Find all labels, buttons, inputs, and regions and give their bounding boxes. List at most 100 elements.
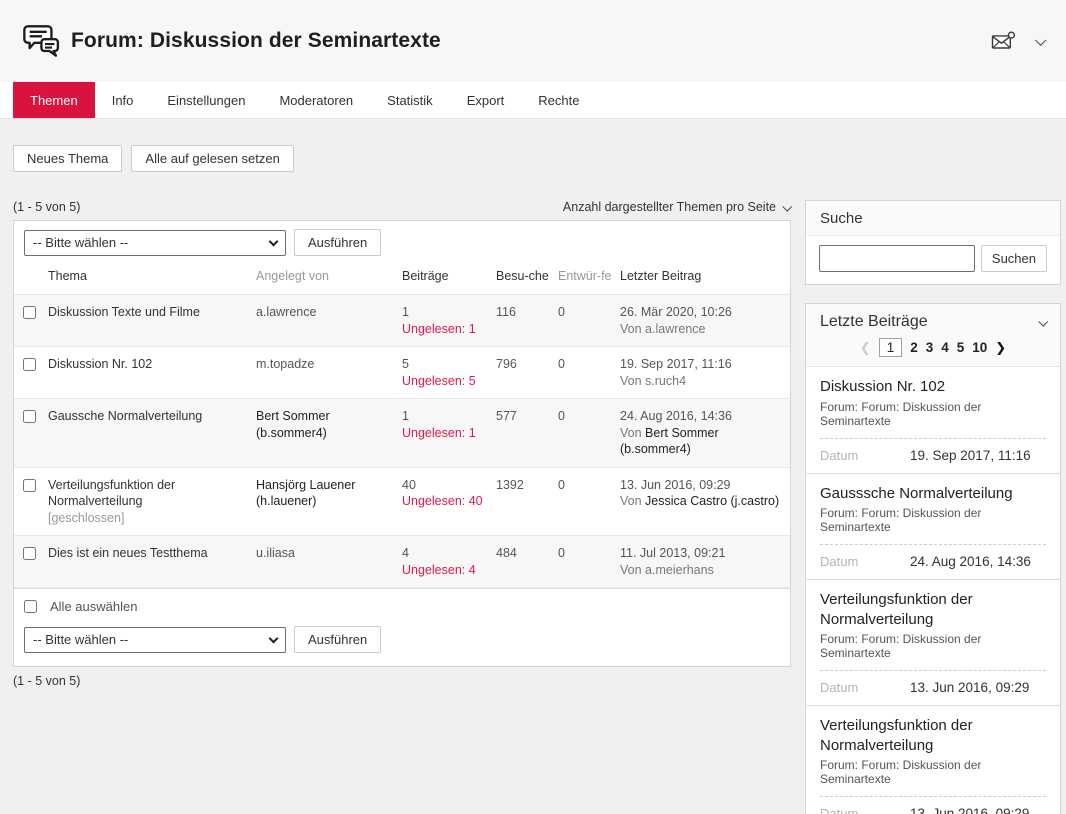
pagination-page-4[interactable]: 4: [941, 340, 949, 355]
table-row: Dies ist ein neues Testthema u.iliasa 4 …: [14, 535, 790, 588]
recent-post-date: 24. Aug 2016, 14:36: [910, 554, 1031, 569]
pagination-page-2[interactable]: 2: [910, 340, 918, 355]
column-header-beitraege[interactable]: Beiträge: [402, 269, 449, 283]
topic-row-checkbox[interactable]: [23, 478, 36, 492]
recent-post-title-link[interactable]: Gausssche Normalverteilung: [820, 484, 1013, 502]
last-post-by-name[interactable]: Jessica Castro (j.castro): [645, 494, 780, 509]
topic-author-link[interactable]: Hansjörg Lauener (h.lauener): [256, 477, 356, 509]
topic-unread-count: Ungelesen: 40: [402, 494, 483, 509]
tab-themen[interactable]: Themen: [13, 82, 95, 118]
topic-title-link[interactable]: Verteilungsfunktion der Normalverteilung: [48, 477, 176, 509]
topic-drafts: 0: [558, 546, 565, 561]
new-topic-button[interactable]: Neues Thema: [13, 145, 123, 172]
collapse-chevron-down-icon[interactable]: [1038, 316, 1049, 327]
topic-posts-count: 5: [402, 357, 409, 372]
tab-einstellungen[interactable]: Einstellungen: [167, 92, 246, 108]
topic-posts-count: 4: [402, 546, 409, 561]
tab-rechte[interactable]: Rechte: [538, 92, 580, 108]
table-row: Verteilungsfunktion der Normalverteilung…: [14, 467, 790, 536]
last-post-by-name: a.meierhans: [645, 562, 714, 577]
recent-post-title-link[interactable]: Verteilungsfunktion der Normalverteilung: [820, 591, 973, 628]
topic-visits: 484: [496, 546, 517, 561]
recent-posts-pagination: ❮ 1 2 3 4 5 10 ❯: [806, 333, 1060, 367]
topic-row-checkbox[interactable]: [23, 410, 36, 424]
topic-title-link[interactable]: Diskussion Texte und Filme: [48, 305, 200, 320]
search-panel: Suche Suchen: [805, 200, 1061, 285]
column-header-besuche[interactable]: Besu-che: [496, 269, 549, 283]
mark-all-read-button[interactable]: Alle auf gelesen setzen: [131, 145, 294, 172]
tab-moderatoren[interactable]: Moderatoren: [279, 92, 354, 108]
recent-post-forum: Forum: Forum: Diskussion der Seminartext…: [820, 632, 982, 660]
topics-panel: -- Bitte wählen -- Ausführen Them: [13, 220, 791, 668]
topic-unread-count: Ungelesen: 4: [402, 562, 476, 577]
search-button[interactable]: Suchen: [980, 245, 1047, 272]
forum-comments-icon: [23, 25, 60, 57]
recent-posts-panel: Letzte Beiträge ❮ 1 2 3 4 5 10 ❯ Diskuss…: [805, 303, 1061, 814]
last-post-by-prefix: Von: [620, 494, 642, 509]
topic-author: a.lawrence: [256, 305, 317, 320]
last-post-date: 19. Sep 2017, 11:16: [620, 357, 732, 372]
select-all-label: Alle auswählen: [50, 599, 138, 615]
column-header-thema[interactable]: Thema: [48, 269, 87, 283]
topics-table: Thema Angelegt von Beiträge Besu-che Ent…: [14, 264, 790, 588]
topic-title-link[interactable]: Diskussion Nr. 102: [48, 357, 153, 372]
recent-post-item: Diskussion Nr. 102 Forum: Forum: Diskuss…: [806, 367, 1060, 473]
bulk-action-select-top[interactable]: -- Bitte wählen --: [24, 229, 286, 256]
last-post-by-name: a.lawrence: [645, 321, 706, 336]
topic-visits: 577: [496, 409, 517, 424]
recent-post-item: Verteilungsfunktion der Normalverteilung…: [806, 579, 1060, 705]
topic-title-link[interactable]: Gaussche Normalverteilung: [48, 409, 203, 424]
tab-bar: Themen Info Einstellungen Moderatoren St…: [0, 82, 1066, 119]
table-row: Diskussion Nr. 102 m.topadze 5 Ungelesen…: [14, 347, 790, 399]
page-title: Forum: Diskussion der Seminartexte: [71, 29, 441, 52]
topic-title-link[interactable]: Dies ist ein neues Testthema: [48, 546, 208, 561]
recent-post-date: 19. Sep 2017, 11:16: [910, 447, 1031, 463]
topic-row-checkbox[interactable]: [23, 306, 36, 320]
tab-statistik[interactable]: Statistik: [387, 92, 433, 108]
bulk-action-select-wrap: -- Bitte wählen --: [24, 229, 286, 256]
pagination-page-1[interactable]: 1: [878, 338, 903, 357]
topic-row-checkbox[interactable]: [23, 547, 36, 561]
column-header-letzter-beitrag[interactable]: Letzter Beitrag: [620, 269, 702, 283]
topics-count-top: (1 - 5 von 5): [13, 200, 81, 214]
last-post-date: 26. Mär 2020, 10:26: [620, 305, 732, 320]
date-label: Datum: [820, 806, 859, 814]
last-post-by-prefix: Von: [620, 425, 642, 440]
last-post-by-name: s.ruch4: [645, 373, 687, 388]
execute-button-top[interactable]: Ausführen: [294, 229, 382, 256]
tab-export[interactable]: Export: [466, 92, 505, 108]
bulk-action-select-bottom[interactable]: -- Bitte wählen --: [24, 626, 286, 653]
topic-posts-count: 1: [402, 305, 409, 320]
topic-author: m.topadze: [256, 357, 315, 372]
content-area: Neues Thema Alle auf gelesen setzen (1 -…: [0, 119, 1066, 814]
pagination-page-5[interactable]: 5: [956, 340, 965, 355]
select-all-checkbox[interactable]: [24, 600, 37, 614]
topics-count-bottom: (1 - 5 von 5): [13, 674, 81, 689]
pagination-page-3[interactable]: 3: [925, 340, 934, 355]
last-post-by-name[interactable]: Bert Sommer (b.sommer4): [620, 425, 719, 457]
recent-post-title-link[interactable]: Diskussion Nr. 102: [820, 378, 946, 395]
header-chevron-down-icon[interactable]: [1035, 34, 1047, 46]
recent-post-title-link[interactable]: Verteilungsfunktion der Normalverteilung: [820, 717, 973, 754]
topic-row-checkbox[interactable]: [23, 358, 36, 372]
topic-posts-count: 1: [402, 409, 409, 424]
pagination-page-10[interactable]: 10: [972, 340, 988, 355]
execute-button-bottom[interactable]: Ausführen: [294, 626, 382, 654]
last-post-date: 11. Jul 2013, 09:21: [620, 546, 726, 561]
recent-posts-title: Letzte Beiträge: [820, 313, 928, 330]
topic-visits: 796: [496, 357, 517, 372]
table-row: Diskussion Texte und Filme a.lawrence 1 …: [14, 294, 790, 347]
search-input[interactable]: [819, 245, 975, 272]
topic-drafts: 0: [558, 357, 565, 372]
topic-author-link[interactable]: Bert Sommer (b.sommer4): [256, 409, 330, 440]
tab-info[interactable]: Info: [111, 92, 134, 108]
recent-post-forum: Forum: Forum: Diskussion der Seminartext…: [820, 758, 982, 786]
subscribe-envelope-icon[interactable]: [991, 30, 1016, 52]
topic-author: u.iliasa: [256, 546, 295, 561]
pagination-next-icon[interactable]: ❯: [995, 339, 1007, 355]
topic-drafts: 0: [558, 305, 565, 320]
topic-unread-count: Ungelesen: 1: [402, 321, 476, 336]
topic-unread-count: Ungelesen: 5: [402, 373, 476, 388]
topic-visits: 116: [496, 305, 516, 320]
per-page-dropdown[interactable]: Anzahl dargestellter Themen pro Seite: [563, 200, 793, 214]
